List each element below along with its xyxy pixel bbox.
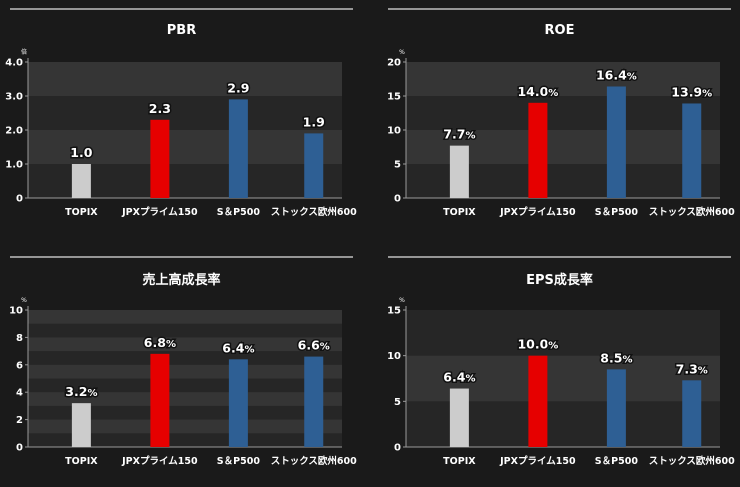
- data-label: 2.9: [227, 80, 249, 95]
- data-label: 6.6%: [298, 338, 330, 353]
- y-tick-label: 8: [16, 333, 23, 344]
- x-tick-label: ストックス欧州600: [649, 206, 735, 218]
- grid-band: [28, 62, 342, 96]
- bar-2: [528, 102, 548, 198]
- data-label: 7.7%: [443, 127, 475, 142]
- data-label: 14.0%: [517, 84, 558, 99]
- x-tick-label: TOPIX: [443, 207, 476, 218]
- y-tick-label: 0: [394, 443, 401, 454]
- grid-band: [28, 419, 342, 434]
- bar-1: [71, 403, 91, 447]
- x-tick-label: ストックス欧州600: [271, 455, 357, 467]
- data-label: 8.5%: [600, 350, 632, 365]
- data-label: 16.4%: [596, 67, 637, 82]
- bar-4: [304, 133, 324, 198]
- bar-3: [606, 86, 626, 198]
- grid-band: [28, 310, 342, 324]
- chart-panel-4: EPS成長率% 0 5 10 15 6.4% TOPIX 10.0% JPXプライム150 8.5…: [387, 256, 735, 467]
- grid-band: [28, 337, 342, 352]
- x-tick-label: JPXプライム150: [499, 455, 576, 467]
- data-label: 2.3: [149, 101, 171, 116]
- x-tick-label: S＆P500: [217, 207, 261, 218]
- y-tick-label: 10: [9, 306, 23, 317]
- y-tick-label: 5: [394, 160, 401, 171]
- y-tick-label: 15: [387, 306, 401, 317]
- y-tick-label: 2: [16, 415, 23, 426]
- grid-band: [406, 62, 720, 96]
- y-tick-label: 2.0: [5, 126, 23, 137]
- data-label: 7.3%: [676, 361, 708, 376]
- bar-1: [71, 164, 91, 198]
- bar-3: [228, 99, 248, 198]
- y-unit-label: %: [21, 297, 27, 304]
- y-tick-label: 6: [16, 360, 23, 371]
- bar-2: [150, 353, 170, 447]
- bar-4: [682, 103, 702, 198]
- chart-title: PBR: [167, 23, 196, 38]
- y-tick-label: 0: [16, 443, 23, 454]
- data-label: 13.9%: [671, 84, 712, 99]
- grid-band: [28, 130, 342, 164]
- y-tick-label: 4: [16, 388, 23, 399]
- y-tick-label: 1.0: [5, 160, 23, 171]
- data-label: 1.0: [70, 145, 92, 160]
- data-label: 3.2%: [65, 384, 97, 399]
- data-label: 10.0%: [517, 337, 558, 352]
- data-label: 1.9: [303, 114, 325, 129]
- x-tick-label: TOPIX: [65, 456, 98, 467]
- y-tick-label: 0: [394, 194, 401, 205]
- chart-panel-2: ROE% 0 5 10 15 20 7.7% TOPIX 14.0% JPXプライム150 16.4…: [387, 8, 735, 218]
- y-tick-label: 4.0: [5, 58, 23, 69]
- chart-title: 売上高成長率: [142, 272, 220, 288]
- bar-3: [606, 369, 626, 447]
- y-tick-label: 0: [16, 194, 23, 205]
- y-tick-label: 5: [394, 397, 401, 408]
- y-tick-label: 20: [387, 58, 401, 69]
- data-label: 6.4%: [222, 340, 254, 355]
- data-label: 6.8%: [144, 335, 176, 350]
- chart-panel-3: 売上高成長率% 0 2 4 6 8 10 3.2% TOPIX 6.8% JPXプライム150 6.4…: [9, 256, 357, 467]
- x-tick-label: JPXプライム150: [121, 455, 198, 467]
- x-tick-label: S＆P500: [595, 207, 639, 218]
- grid-band: [28, 364, 342, 379]
- chart-title: ROE: [545, 23, 575, 38]
- x-tick-label: JPXプライム150: [499, 206, 576, 218]
- y-unit-label: %: [399, 49, 405, 56]
- x-tick-label: TOPIX: [65, 207, 98, 218]
- y-tick-label: 10: [387, 126, 401, 137]
- bar-1: [449, 145, 469, 198]
- x-tick-label: ストックス欧州600: [271, 206, 357, 218]
- y-unit-label: %: [399, 297, 405, 304]
- bar-4: [304, 356, 324, 447]
- x-tick-label: ストックス欧州600: [649, 455, 735, 467]
- bar-1: [449, 388, 469, 447]
- bar-2: [150, 119, 170, 198]
- y-tick-label: 15: [387, 92, 401, 103]
- chart-title: EPS成長率: [526, 272, 593, 288]
- chart-panel-1: PBR 倍 0 1.0 2.0 3.0 4.0 1.0 TOPIX 2.3 JPXプライム150 2.…: [5, 8, 357, 218]
- bar-3: [228, 359, 248, 447]
- grid-band: [28, 392, 342, 406]
- y-tick-label: 3.0: [5, 92, 23, 103]
- bar-4: [682, 380, 702, 447]
- y-tick-label: 10: [387, 351, 401, 362]
- x-tick-label: S＆P500: [595, 456, 639, 467]
- bar-2: [528, 355, 548, 447]
- data-label: 6.4%: [443, 370, 475, 385]
- x-tick-label: TOPIX: [443, 456, 476, 467]
- x-tick-label: S＆P500: [217, 456, 261, 467]
- y-unit-label: 倍: [21, 48, 27, 56]
- x-tick-label: JPXプライム150: [121, 206, 198, 218]
